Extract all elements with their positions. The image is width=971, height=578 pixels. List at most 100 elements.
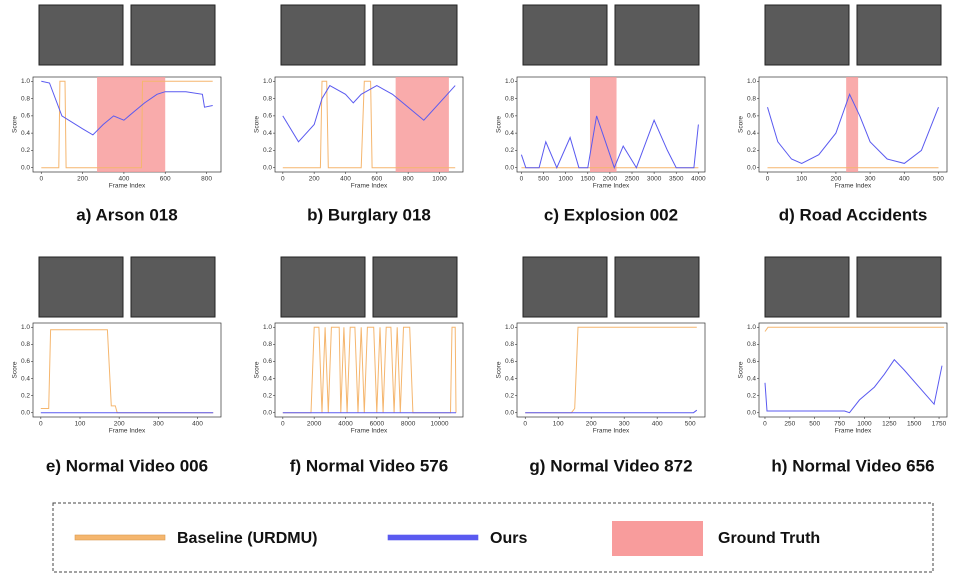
y-tick-label: 1.0 xyxy=(505,78,514,85)
x-tick-label: 2500 xyxy=(625,176,640,183)
ground-truth-span xyxy=(396,77,449,172)
x-tick-label: 100 xyxy=(553,421,564,428)
y-tick-label: 0.4 xyxy=(505,130,514,137)
y-tick-label: 0.6 xyxy=(263,358,272,365)
y-tick-label: 0.4 xyxy=(505,375,514,382)
x-axis-label: Frame Index xyxy=(835,428,872,435)
y-tick-label: 0.6 xyxy=(505,113,514,120)
y-tick-label: 0.0 xyxy=(747,164,756,171)
x-tick-label: 2000 xyxy=(603,176,618,183)
x-tick-label: 200 xyxy=(114,421,125,428)
y-tick-label: 0.8 xyxy=(747,95,756,102)
y-tick-label: 1.0 xyxy=(21,78,30,85)
y-tick-label: 0.6 xyxy=(747,113,756,120)
y-tick-label: 0.0 xyxy=(505,409,514,416)
x-tick-label: 0 xyxy=(766,176,770,183)
x-tick-label: 0 xyxy=(520,176,524,183)
y-tick-label: 0.2 xyxy=(263,392,272,399)
y-axis-label: Score xyxy=(496,361,503,378)
y-tick-label: 0.6 xyxy=(747,358,756,365)
x-tick-label: 200 xyxy=(586,421,597,428)
x-tick-label: 0 xyxy=(523,421,527,428)
x-tick-label: 2000 xyxy=(307,421,322,428)
y-tick-label: 0.2 xyxy=(21,147,30,154)
y-tick-label: 0.8 xyxy=(505,341,514,348)
ground-truth-span xyxy=(846,77,858,172)
x-tick-label: 100 xyxy=(796,176,807,183)
legend-label: Ours xyxy=(490,530,527,547)
x-axis-label: Frame Index xyxy=(351,428,388,435)
y-tick-label: 0.2 xyxy=(747,392,756,399)
y-axis-label: Score xyxy=(254,116,261,133)
y-tick-label: 0.8 xyxy=(505,95,514,102)
x-tick-label: 6000 xyxy=(370,421,385,428)
y-tick-label: 0.4 xyxy=(263,130,272,137)
thumbnail xyxy=(857,5,941,65)
thumbnail xyxy=(373,257,457,317)
y-tick-label: 0.4 xyxy=(263,375,272,382)
ground-truth-span xyxy=(97,77,165,172)
x-tick-label: 300 xyxy=(865,176,876,183)
x-tick-label: 3500 xyxy=(669,176,684,183)
x-tick-label: 500 xyxy=(933,176,944,183)
figure: 0.0 0.2 0.4 0.6 0.8 1.0 0 200 400 600 800 Frame Ind… xyxy=(0,0,971,573)
x-tick-label: 400 xyxy=(192,421,203,428)
y-tick-label: 0.0 xyxy=(21,164,30,171)
x-axis-label: Frame Index xyxy=(351,183,388,190)
x-tick-label: 0 xyxy=(281,176,285,183)
x-tick-label: 400 xyxy=(652,421,663,428)
y-tick-label: 0.8 xyxy=(263,95,272,102)
x-tick-label: 400 xyxy=(340,176,351,183)
thumbnail xyxy=(615,5,699,65)
score-line xyxy=(525,327,697,412)
score-line xyxy=(41,330,213,413)
y-tick-label: 0.6 xyxy=(505,358,514,365)
thumbnail xyxy=(39,5,123,65)
x-axis-label: Frame Index xyxy=(835,183,872,190)
x-tick-label: 1000 xyxy=(558,176,573,183)
x-tick-label: 1250 xyxy=(882,421,897,428)
thumbnail xyxy=(523,257,607,317)
chart-title: a) Arson 018 xyxy=(76,205,177,224)
x-tick-label: 1750 xyxy=(932,421,947,428)
x-tick-label: 0 xyxy=(39,421,43,428)
y-tick-label: 1.0 xyxy=(747,324,756,331)
y-tick-label: 0.8 xyxy=(21,95,30,102)
x-tick-label: 4000 xyxy=(691,176,706,183)
x-tick-label: 1000 xyxy=(432,176,447,183)
x-axis-label: Frame Index xyxy=(593,183,630,190)
y-tick-label: 0.0 xyxy=(21,409,30,416)
y-tick-label: 1.0 xyxy=(505,324,514,331)
x-tick-label: 600 xyxy=(371,176,382,183)
chart-title: f) Normal Video 576 xyxy=(290,456,448,475)
y-tick-label: 0.2 xyxy=(21,392,30,399)
score-line xyxy=(283,327,456,412)
x-tick-label: 250 xyxy=(784,421,795,428)
y-axis-label: Score xyxy=(738,361,745,378)
legend-swatch xyxy=(75,535,165,540)
y-tick-label: 0.4 xyxy=(747,375,756,382)
x-tick-label: 10000 xyxy=(430,421,448,428)
score-line xyxy=(765,360,942,413)
x-tick-label: 8000 xyxy=(401,421,416,428)
x-tick-label: 4000 xyxy=(338,421,353,428)
y-tick-label: 0.0 xyxy=(505,164,514,171)
score-line xyxy=(525,410,697,413)
chart-title: b) Burglary 018 xyxy=(307,205,431,224)
x-tick-label: 800 xyxy=(403,176,414,183)
y-axis-label: Score xyxy=(738,116,745,133)
x-tick-label: 400 xyxy=(899,176,910,183)
y-tick-label: 0.0 xyxy=(747,409,756,416)
y-tick-label: 0.4 xyxy=(21,375,30,382)
x-tick-label: 750 xyxy=(834,421,845,428)
y-tick-label: 0.0 xyxy=(263,409,272,416)
plot-frame xyxy=(759,323,947,417)
x-tick-label: 400 xyxy=(118,176,129,183)
y-tick-label: 0.2 xyxy=(747,147,756,154)
thumbnail xyxy=(373,5,457,65)
x-tick-label: 0 xyxy=(281,421,285,428)
y-tick-label: 0.0 xyxy=(263,164,272,171)
chart-title: e) Normal Video 006 xyxy=(46,456,208,475)
thumbnail xyxy=(523,5,607,65)
x-tick-label: 500 xyxy=(538,176,549,183)
